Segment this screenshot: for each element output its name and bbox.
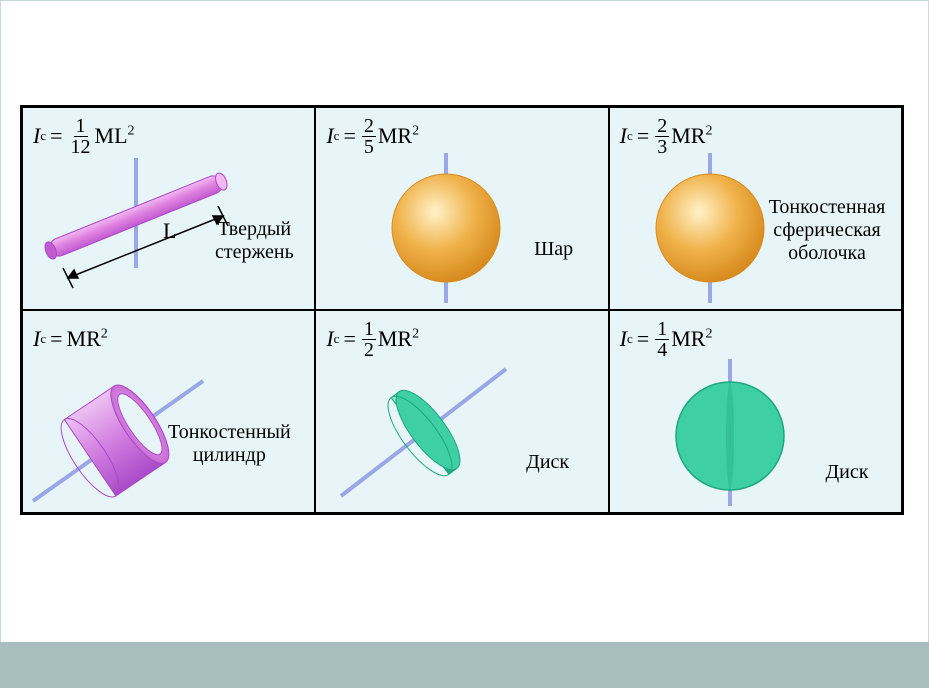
caption-rod: Твердыйстержень [204,218,304,264]
caption-hoop: Тонкостенныйцилиндр [154,421,304,467]
sphere-illustration [316,108,606,308]
disk-axial-illustration [316,311,606,511]
caption-sphere: Шар [524,238,584,261]
cell-rod: Ic = 112 ML2 [22,107,315,310]
cell-hoop: Ic = MR2 [22,310,315,513]
caption-disk-axial: Диск [518,451,578,474]
rod-illustration: L [23,108,313,308]
dim-label-L: L [163,218,176,243]
hoop-illustration [23,311,313,511]
cell-disk-axial: Ic = 12 MR2 Диск [315,310,608,513]
cell-disk-diam: Ic = 14 MR2 Диск [609,310,902,513]
inertia-table: Ic = 112 ML2 [20,105,904,515]
footer-bar [0,642,929,688]
caption-disk-diam: Диск [817,461,877,484]
cell-shell: Ic = 23 MR2 Тонкостеннаясферическаяоболо… [609,107,902,310]
cell-sphere: Ic = 25 MR2 Шар [315,107,608,310]
caption-shell: Тонкостеннаясферическаяоболочка [757,196,897,265]
